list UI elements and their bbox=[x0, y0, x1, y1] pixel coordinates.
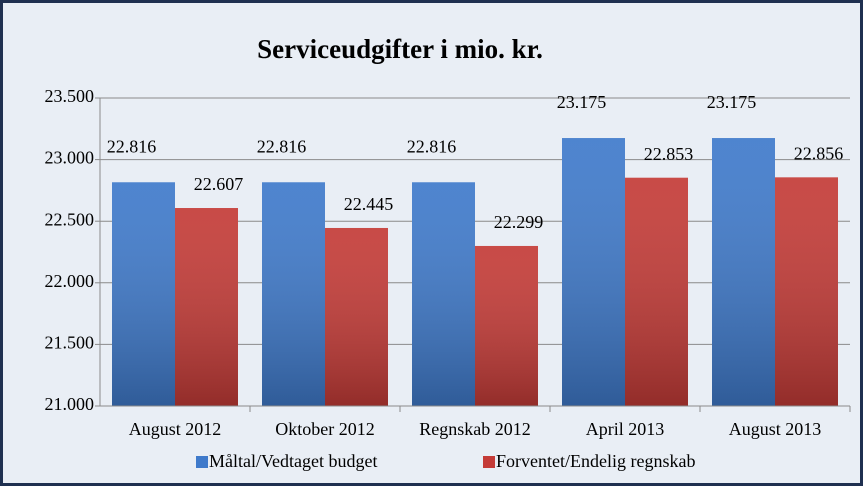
data-label: 22.816 bbox=[407, 136, 457, 156]
y-tick-label: 21.500 bbox=[45, 333, 95, 353]
x-tick-label: Oktober 2012 bbox=[275, 419, 374, 439]
bar-shade bbox=[412, 182, 475, 406]
y-tick-label: 21.000 bbox=[45, 394, 95, 414]
bar-shade bbox=[775, 177, 838, 406]
chart-title: Serviceudgifter i mio. kr. bbox=[257, 34, 543, 64]
y-tick-label: 23.000 bbox=[45, 148, 95, 168]
bar-shade bbox=[475, 245, 538, 406]
data-label: 23.175 bbox=[707, 92, 757, 112]
data-label: 22.299 bbox=[494, 212, 544, 232]
bar-shade bbox=[262, 182, 325, 406]
bar-shade bbox=[112, 182, 175, 406]
bar-shade bbox=[175, 208, 238, 406]
bar-shade bbox=[325, 227, 388, 406]
data-label: 22.607 bbox=[194, 174, 244, 194]
y-tick-label: 22.000 bbox=[45, 271, 95, 291]
x-tick-label: April 2013 bbox=[586, 419, 665, 439]
data-label: 22.856 bbox=[794, 143, 844, 163]
legend-label: Forventet/Endelig regnskab bbox=[496, 451, 695, 471]
x-tick-label: August 2013 bbox=[729, 419, 822, 439]
y-tick-label: 23.500 bbox=[45, 86, 95, 106]
bar-shade bbox=[625, 177, 688, 406]
x-tick-label: August 2012 bbox=[129, 419, 222, 439]
data-label: 22.445 bbox=[344, 194, 394, 214]
legend-label: Måltal/Vedtaget budget bbox=[209, 451, 377, 471]
legend-swatch bbox=[483, 456, 495, 468]
x-tick-label: Regnskab 2012 bbox=[419, 419, 531, 439]
bar-shade bbox=[562, 138, 625, 407]
data-label: 22.853 bbox=[644, 144, 694, 164]
y-tick-label: 22.500 bbox=[45, 209, 95, 229]
bar-shade bbox=[712, 138, 775, 407]
data-label: 22.816 bbox=[107, 136, 157, 156]
legend-swatch bbox=[196, 456, 208, 468]
data-label: 22.816 bbox=[257, 136, 307, 156]
data-label: 23.175 bbox=[557, 92, 607, 112]
